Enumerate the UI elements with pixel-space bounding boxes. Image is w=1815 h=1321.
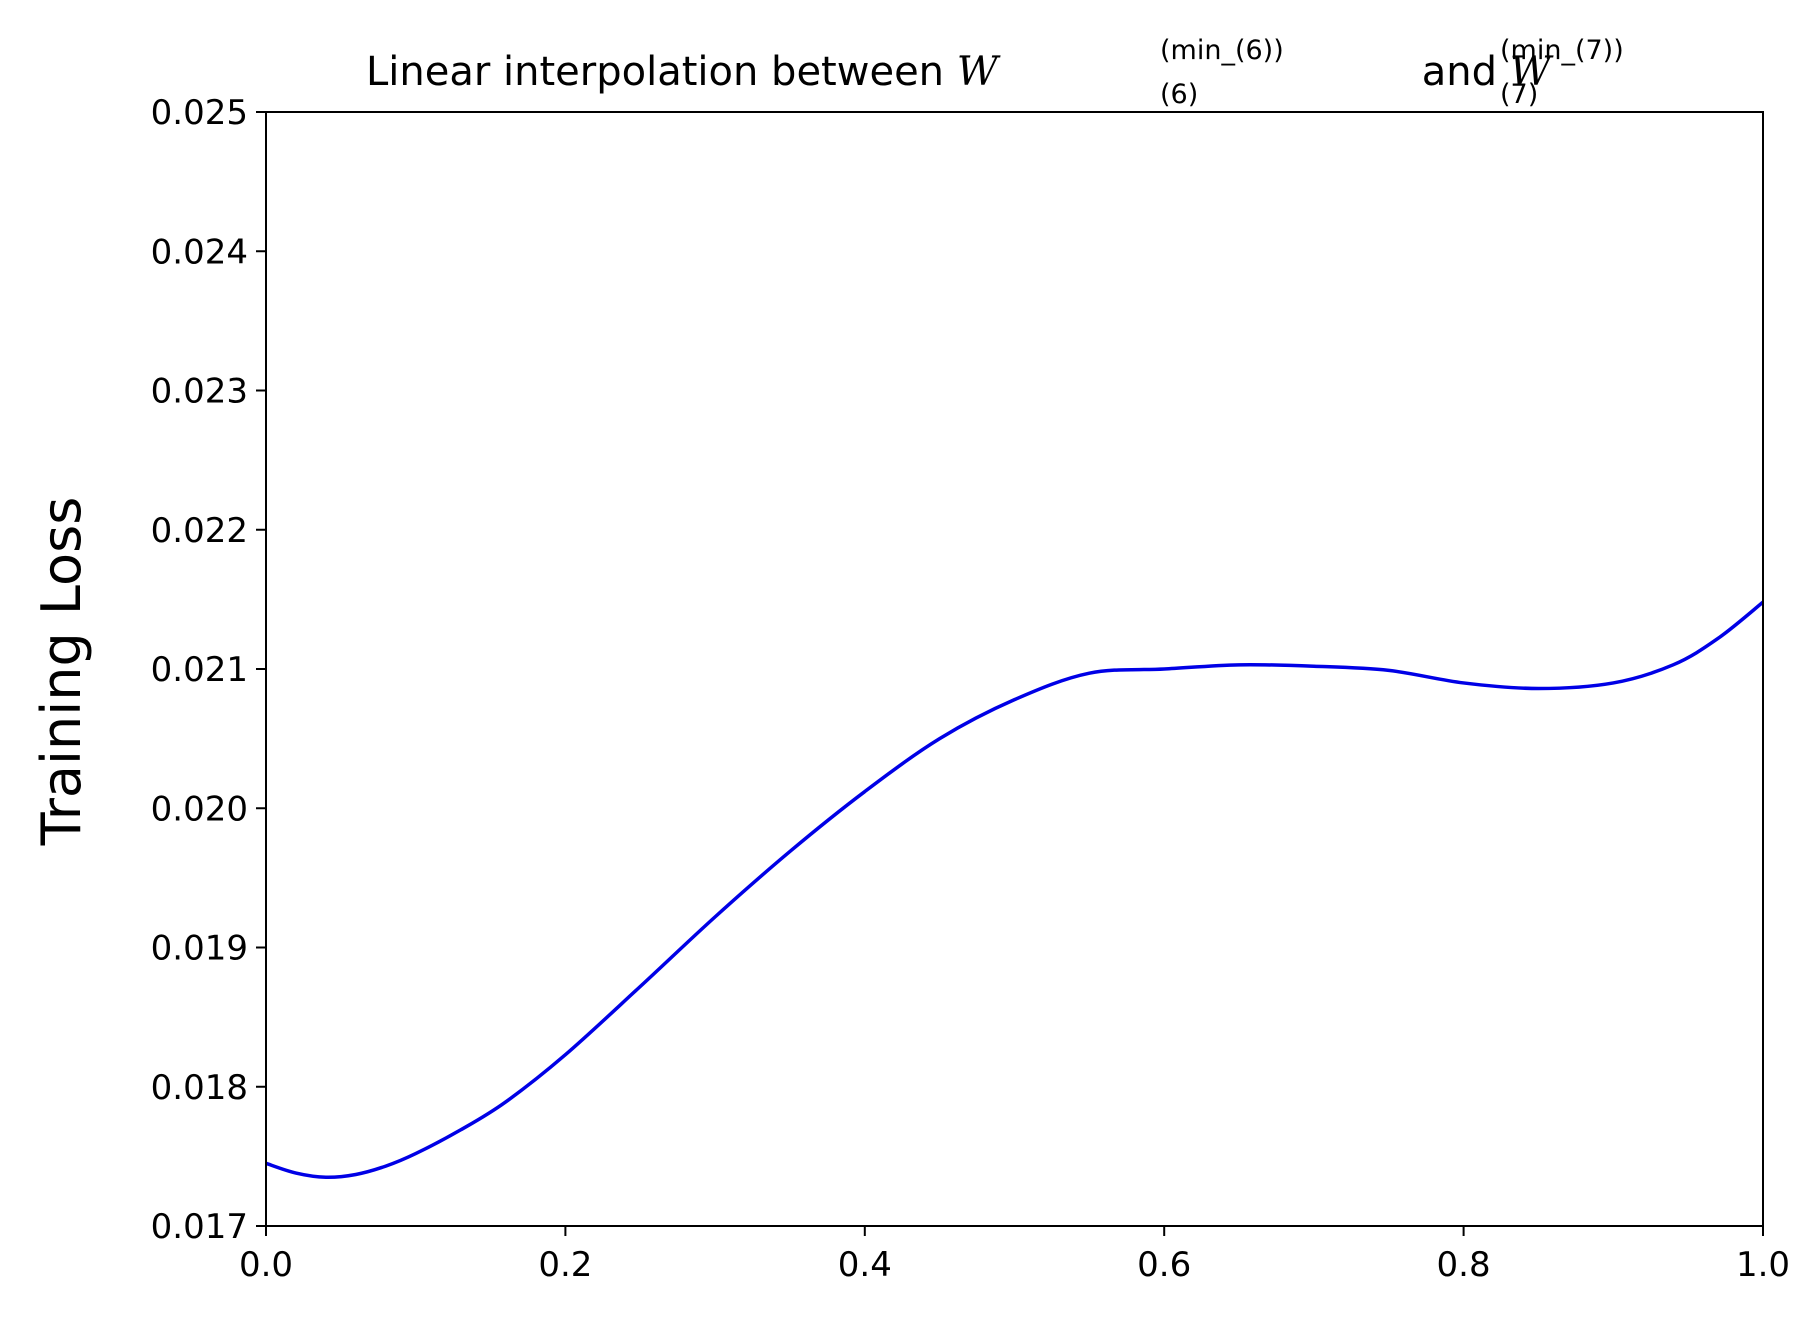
y-tick-label: 0.018	[151, 1068, 248, 1108]
svg-text:and W: and W	[1320, 49, 1614, 95]
x-tick-label: 0.2	[538, 1245, 592, 1285]
title-symbol-b: W	[1510, 49, 1554, 95]
chart-title: Linear interpolation between W (min_(6))…	[366, 35, 1624, 110]
y-tick-label: 0.020	[151, 789, 248, 829]
y-tick-label: 0.025	[151, 93, 248, 133]
title-symbol-a: W	[957, 49, 1001, 95]
title-subscript-a: (6)	[1160, 79, 1198, 110]
y-tick-label: 0.023	[151, 372, 248, 412]
x-tick-label: 0.4	[838, 1245, 892, 1285]
y-tick-label: 0.022	[151, 511, 248, 551]
svg-text:Linear interpolation between W: Linear interpolation between W	[366, 49, 1001, 95]
title-connector: and	[1409, 49, 1510, 95]
series-group	[265, 600, 1765, 1180]
title-prefix: Linear interpolation between	[366, 49, 957, 95]
series-line	[265, 600, 1765, 1180]
y-tick-label: 0.017	[151, 1207, 248, 1247]
plot-frame	[265, 111, 1764, 1227]
y-tick-label: 0.019	[151, 929, 248, 969]
title-superscript-b: (min_(7))	[1500, 35, 1624, 66]
x-tick-label: 0.6	[1137, 1245, 1191, 1285]
y-tick-label: 0.021	[151, 650, 248, 690]
title-subscript-b: (7)	[1500, 79, 1538, 110]
x-tick-label: 0.0	[239, 1245, 293, 1285]
title-superscript-a: (min_(6))	[1160, 35, 1284, 66]
x-tick-label: 0.8	[1437, 1245, 1491, 1285]
y-tick-label: 0.024	[151, 232, 248, 272]
axis-ticks: 0.0 0.2 0.4 0.6 0.8 1.0 0.017 0.018 0.019 0.020 0.…	[151, 93, 1790, 1285]
y-axis-label: Training Loss	[30, 497, 93, 847]
x-tick-label: 1.0	[1736, 1245, 1790, 1285]
